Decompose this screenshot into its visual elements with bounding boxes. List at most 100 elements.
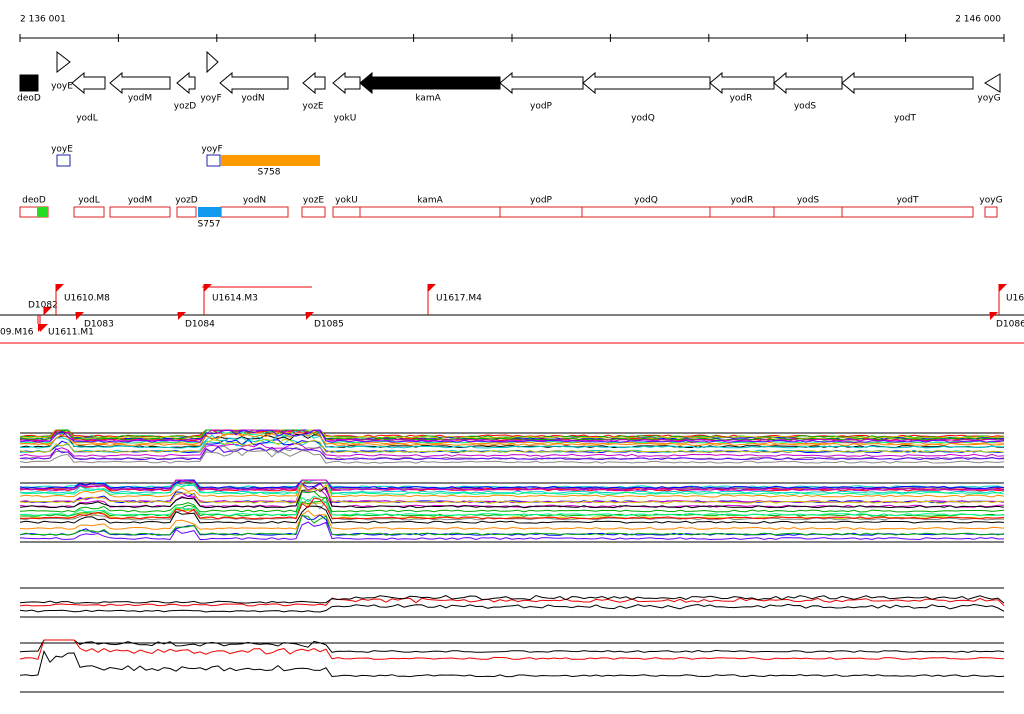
transcript-label: yozD xyxy=(175,196,198,206)
gene-label: yodR xyxy=(730,94,753,104)
transcript-box xyxy=(73,206,105,218)
track-trace xyxy=(19,483,1005,504)
track-trace xyxy=(19,490,1005,513)
transcript-box xyxy=(773,206,843,218)
gene-arrow xyxy=(773,71,843,95)
gene-label: yodM xyxy=(128,94,152,104)
track-trace xyxy=(19,486,1005,509)
track-trace xyxy=(19,479,1005,498)
feature-label: U1611.M1 xyxy=(48,328,94,338)
gene-arrow xyxy=(709,71,775,95)
feature-box xyxy=(56,154,71,167)
feature-bar xyxy=(221,155,320,166)
gene-arrow xyxy=(582,71,711,95)
transcript-label: yoyG xyxy=(979,196,1002,206)
track-trace xyxy=(19,479,1005,490)
feature-flag xyxy=(428,284,436,292)
gene-label: kamA xyxy=(415,94,441,104)
track-trace xyxy=(19,479,1005,489)
feature-label: U16 xyxy=(1006,294,1024,304)
track-trace xyxy=(19,509,1005,530)
track-trace xyxy=(19,438,1005,453)
track-trace xyxy=(19,445,1005,460)
track-trace xyxy=(19,505,1005,524)
gene-label: yozE xyxy=(302,102,324,112)
feature-label: 09.M16 xyxy=(0,328,34,338)
track-trace xyxy=(19,429,1005,444)
feature-label: D1085 xyxy=(314,320,344,330)
gene-label: yokU xyxy=(334,114,357,124)
feature-label: D1084 xyxy=(185,320,215,330)
track-trace xyxy=(19,449,1005,464)
gene-label: yodQ xyxy=(631,114,655,124)
transcript-box xyxy=(359,206,501,218)
gene-arrow xyxy=(19,74,39,92)
track-trace xyxy=(19,603,1005,613)
transcript-label: yodQ xyxy=(634,196,658,206)
feature-flag xyxy=(999,284,1007,292)
gene-label: yodL xyxy=(76,114,98,124)
transcript-box xyxy=(176,206,197,218)
transcript-label: yodL xyxy=(78,196,100,206)
transcript-label: yokU xyxy=(335,196,358,206)
transcript-box xyxy=(220,206,289,218)
transcript-box xyxy=(984,206,998,218)
feature-label: U1610.M8 xyxy=(64,294,110,304)
track-trace xyxy=(19,515,1005,536)
gene-arrow xyxy=(359,71,501,95)
track-trace xyxy=(19,429,1005,442)
gene-arrow xyxy=(176,71,196,95)
transcript-box xyxy=(581,206,711,218)
track-trace xyxy=(19,431,1005,446)
track-trace xyxy=(19,521,1005,541)
track-trace xyxy=(19,639,1005,660)
gene-arrow xyxy=(499,71,584,95)
gene-arrow xyxy=(984,73,1001,93)
transcript-label: deoD xyxy=(22,196,46,206)
track-trace xyxy=(19,429,1005,441)
gene-label: deoD xyxy=(17,94,41,104)
gene-arrow xyxy=(302,71,326,95)
transcript-label: yozE xyxy=(303,196,325,206)
feature-flag xyxy=(990,312,998,320)
feature-flag xyxy=(40,324,48,332)
gene-label: yodP xyxy=(530,102,553,112)
scale-end: 2 146 000 xyxy=(955,15,1001,25)
transcript-label: yodS xyxy=(797,196,820,206)
gene-arrow xyxy=(206,50,219,74)
transcript-box xyxy=(332,206,361,218)
feature-label: D1086 xyxy=(996,320,1024,330)
track-trace xyxy=(19,639,1005,653)
track-trace xyxy=(19,498,1005,521)
gene-label: yodN xyxy=(241,94,264,104)
transcript-label: yodR xyxy=(731,196,754,206)
gene-label: yoyF xyxy=(200,94,221,104)
track-trace xyxy=(19,429,1005,439)
gene-arrow xyxy=(332,71,361,95)
transcript-box xyxy=(499,206,583,218)
gene-arrow xyxy=(219,71,289,95)
feature-label: yoyF xyxy=(201,145,222,155)
transcript-box xyxy=(709,206,775,218)
track-trace xyxy=(19,445,1005,461)
track-trace xyxy=(19,479,1005,492)
transcript-mark xyxy=(37,207,48,217)
gene-label: yodS xyxy=(794,102,817,112)
feature-label: U1614.M3 xyxy=(212,294,258,304)
transcript-label: kamA xyxy=(417,196,443,206)
transcript-label: yodM xyxy=(128,196,152,206)
transcript-box xyxy=(109,206,171,218)
feature-box xyxy=(206,154,221,167)
track-trace xyxy=(19,434,1005,449)
gene-label: yozD xyxy=(174,102,197,112)
feature-label: D1083 xyxy=(84,320,114,330)
feature-flag xyxy=(44,307,52,315)
transcript-box xyxy=(301,206,326,218)
feature-flag xyxy=(204,284,212,292)
feature-label: D1082 xyxy=(28,301,58,311)
gene-arrow xyxy=(71,71,106,95)
feature-flag xyxy=(306,312,314,320)
feature-label: yoyE xyxy=(51,145,73,155)
gene-label: yoyE xyxy=(51,82,73,92)
